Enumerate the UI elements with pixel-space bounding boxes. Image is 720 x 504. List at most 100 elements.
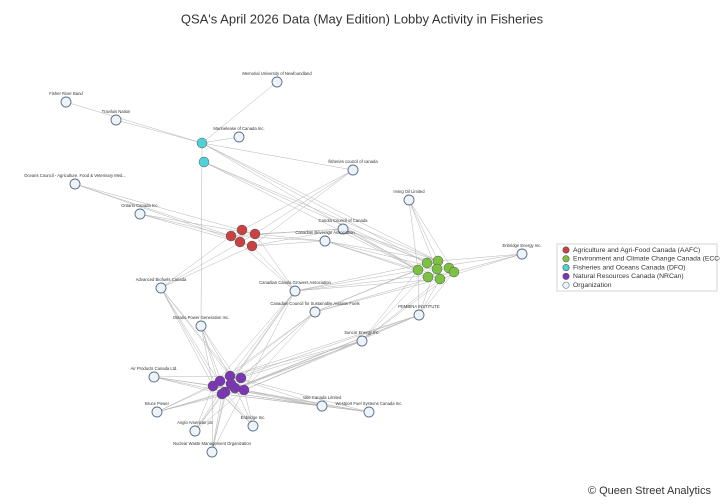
node-label: Air Products Canada Ltd. — [131, 366, 178, 371]
edge — [254, 233, 296, 292]
legend-label: Fisheries and Oceans Canada (DFO) — [573, 264, 686, 271]
edge — [74, 183, 253, 247]
organization-node — [356, 335, 368, 347]
edge — [200, 142, 203, 327]
node-label: Ontario Canada Inc. — [121, 203, 158, 208]
agency-node — [196, 137, 208, 149]
organization-node — [319, 235, 331, 247]
agency-node — [249, 228, 261, 240]
edge — [201, 136, 240, 144]
edge — [160, 287, 226, 393]
edge — [139, 213, 232, 237]
edge — [251, 228, 344, 247]
edge — [294, 269, 419, 292]
agency-node — [216, 388, 228, 400]
agency-node — [225, 230, 237, 242]
edge — [254, 228, 344, 235]
edges — [65, 81, 523, 453]
node-label: Canadian Council for Sustainable Aviatio… — [270, 301, 359, 306]
edge — [243, 340, 363, 391]
edge — [453, 253, 523, 273]
agency-node — [412, 264, 424, 276]
node-label: Westport Fuel Systems Canada Inc. — [336, 401, 403, 406]
organization-node — [289, 285, 301, 297]
edge — [194, 389, 245, 432]
edge — [203, 161, 439, 262]
edge — [211, 391, 226, 453]
edge — [361, 269, 419, 342]
edge — [74, 183, 256, 235]
edge — [230, 169, 354, 237]
node-label: Vale Canada Limited — [303, 395, 342, 400]
agency-node — [421, 257, 433, 269]
legend-label: Agriculture and Agri-Food Canada (AAFC) — [573, 247, 700, 254]
edge — [115, 119, 203, 144]
edge — [200, 325, 231, 377]
organization-node — [134, 208, 146, 220]
edge — [224, 391, 370, 413]
edge — [230, 235, 326, 242]
organization-node — [206, 446, 218, 458]
edge — [65, 101, 203, 144]
edge — [194, 393, 223, 432]
legend-marker — [562, 246, 570, 254]
organization-node — [337, 223, 349, 235]
agency-node — [448, 266, 460, 278]
edge — [203, 161, 428, 264]
node-label: Ontario Power Generation Inc. — [173, 315, 230, 320]
node-label: Bruce Power — [145, 401, 170, 406]
legend-marker — [562, 255, 570, 263]
agency-node — [431, 263, 443, 275]
organization-node — [60, 96, 72, 108]
edge — [229, 290, 296, 377]
edge — [243, 389, 323, 407]
edge — [160, 245, 253, 289]
organization-node — [347, 164, 359, 176]
edge — [254, 169, 354, 235]
agency-node — [198, 156, 210, 168]
edge — [160, 287, 214, 387]
node-label: Fisher River Band — [49, 91, 83, 96]
legend-label: Environment and Climate Change Canada (E… — [573, 256, 720, 263]
node-label: PEMBINA INSTITUTE — [398, 304, 440, 309]
edge — [229, 311, 316, 377]
node-label: Canadian Beverage Association — [295, 230, 355, 235]
edge — [229, 375, 370, 413]
agency-node — [246, 240, 258, 252]
agency-node — [225, 378, 237, 390]
edge — [342, 228, 439, 262]
node-label: Advanced Biofuels Canada — [136, 277, 187, 282]
organization-node — [271, 76, 283, 88]
node-label: Enbridge Inc. — [241, 415, 266, 420]
edge — [203, 161, 419, 271]
organization-node — [309, 306, 321, 318]
node-label: Suncor Energy Inc. — [344, 330, 380, 335]
edge — [160, 235, 232, 289]
edge — [221, 393, 370, 413]
edge — [342, 228, 441, 280]
organization-node — [403, 194, 415, 206]
edge — [201, 142, 428, 264]
agency-node — [236, 224, 248, 236]
node-label: Traviluis Nation — [102, 109, 131, 114]
edge — [294, 278, 441, 292]
edge — [160, 287, 231, 377]
organization-node — [155, 282, 167, 294]
legend-label: Natural Resources Canada (NRCan) — [573, 273, 684, 280]
edge — [211, 385, 214, 453]
agency-node — [422, 271, 434, 283]
edge — [201, 142, 439, 262]
node-label: Nuclear Waste Management Organization — [173, 441, 251, 446]
edge — [418, 271, 455, 316]
node-label: Canola Council of Canada — [319, 218, 369, 223]
organization-node — [233, 131, 245, 143]
edge — [243, 311, 316, 391]
organization-node — [516, 248, 528, 260]
edge — [251, 240, 326, 247]
organization-node — [110, 114, 122, 126]
organization-node — [69, 178, 81, 190]
organization-node — [189, 425, 201, 437]
edge — [243, 290, 296, 391]
edge — [212, 314, 420, 387]
